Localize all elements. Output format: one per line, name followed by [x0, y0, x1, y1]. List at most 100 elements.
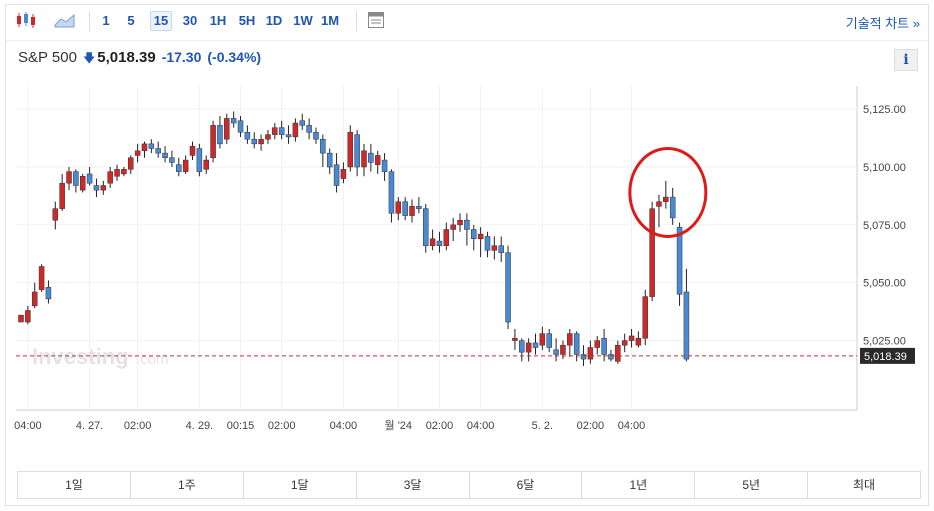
candle-body	[230, 118, 237, 124]
candle-body	[320, 138, 326, 154]
range-button[interactable]: 1달	[244, 472, 357, 498]
candle-body	[59, 182, 65, 209]
range-button[interactable]: 최대	[853, 478, 876, 492]
x-tick-label: 04:00	[467, 420, 495, 432]
range-button[interactable]: 6달	[470, 472, 583, 498]
candle-body	[594, 340, 600, 348]
candle-body	[395, 201, 402, 214]
candle-body	[354, 134, 360, 168]
candlestick-icon[interactable]	[13, 11, 39, 31]
candle-body	[519, 340, 525, 353]
candle-body	[388, 171, 395, 214]
candle-body	[532, 342, 539, 348]
interval-1h[interactable]: 1H	[209, 13, 227, 28]
x-tick-label: 00:15	[227, 420, 255, 432]
range-button[interactable]: 1일	[18, 472, 131, 498]
range-button[interactable]: 1년	[582, 472, 696, 498]
candle-body	[196, 148, 203, 172]
candle-body	[601, 338, 607, 355]
interval-5h[interactable]: 5H	[238, 13, 256, 28]
info-button[interactable]: i	[894, 49, 918, 71]
range-button[interactable]: 3달	[357, 472, 470, 498]
candle-body	[79, 176, 86, 191]
investing-watermark: Investing	[32, 344, 129, 369]
candle-body	[450, 224, 456, 230]
investing-watermark-suffix: .com	[136, 351, 169, 368]
candle-body	[635, 338, 642, 346]
header-divider	[6, 40, 928, 41]
x-tick-label: 04:00	[14, 420, 42, 432]
candle-body	[409, 206, 415, 216]
candle-body	[539, 333, 546, 346]
interval-1[interactable]: 1	[102, 13, 110, 28]
candle-body	[560, 344, 566, 355]
candle-body	[457, 219, 463, 226]
candle-body	[546, 333, 552, 348]
candle-body	[278, 127, 285, 135]
candle-body	[38, 266, 45, 290]
candle-body	[210, 125, 216, 158]
x-tick-label: 02:00	[426, 420, 454, 432]
candle-body	[45, 287, 52, 300]
candle-body	[587, 347, 594, 360]
x-tick-label: 4. 27.	[76, 420, 104, 432]
interval-1m[interactable]: 1M	[320, 13, 340, 28]
price-change: -17.30	[161, 49, 202, 65]
candle-body	[505, 252, 511, 323]
area-chart-icon[interactable]	[52, 11, 78, 31]
range-button[interactable]: 1주	[131, 472, 244, 498]
technical-chart-link[interactable]: 기술적 차트 »	[845, 16, 920, 31]
candle-body	[107, 171, 113, 184]
chart-settings-icon[interactable]	[365, 11, 387, 31]
candle-body	[615, 344, 621, 362]
candle-body	[148, 143, 155, 149]
candle-body	[306, 125, 312, 133]
candle-body	[368, 152, 374, 163]
range-button[interactable]: 5년	[695, 472, 809, 498]
candle-body	[86, 173, 93, 184]
candle-body	[580, 354, 587, 360]
candle-body	[272, 127, 278, 135]
x-tick-label: 04:00	[330, 420, 358, 432]
candle-body	[93, 185, 100, 191]
price-change-pct: (-0.34%)	[207, 49, 262, 65]
last-price-tag	[860, 347, 915, 364]
candle-body	[237, 120, 244, 133]
candle-body	[292, 122, 299, 138]
x-tick-label: 월 '24	[385, 419, 413, 432]
candle-body	[402, 201, 408, 216]
candle-body	[313, 132, 319, 140]
candle-body	[416, 206, 422, 209]
interval-5[interactable]: 5	[127, 13, 135, 28]
candle-body	[203, 159, 209, 170]
last-price: 5,018.39	[97, 49, 156, 66]
candle-body	[182, 159, 189, 172]
y-tick-label: 5,075.00	[863, 220, 906, 232]
candle-body	[189, 145, 196, 156]
interval-15[interactable]: 15	[150, 11, 172, 31]
candle-body	[422, 208, 429, 246]
candle-body	[114, 169, 120, 177]
y-tick-label: 5,100.00	[863, 162, 906, 174]
candle-body	[285, 134, 292, 138]
candle-body	[251, 138, 257, 145]
y-tick-label: 5,050.00	[863, 278, 906, 290]
symbol-name: S&P 500	[18, 49, 77, 66]
interval-30[interactable]: 30	[182, 13, 198, 28]
interval-1w[interactable]: 1W	[293, 13, 313, 28]
instrument-header: S&P 500 🡇 5,018.39 -17.30 (-0.34%)	[18, 49, 261, 70]
toolbar: 1 5 15 30 1H 5H 1D 1W 1M 기술적 차트 »	[6, 5, 928, 37]
candle-body	[374, 155, 381, 165]
time-range-bar: 1일 1주 1달 3달 6달 1년 5년 최대	[17, 471, 921, 499]
candle-body	[326, 152, 333, 168]
x-tick-label: 02:00	[268, 420, 296, 432]
price-chart[interactable]: 5,025.00 5,050.00 5,075.00 5,100.00 5,125.00…	[0, 0, 934, 470]
interval-1d[interactable]: 1D	[265, 13, 283, 28]
candle-body	[471, 229, 477, 239]
candle-body	[176, 164, 182, 172]
candle-body	[66, 171, 72, 184]
x-tick-label: 02:00	[124, 420, 152, 432]
candle-body	[244, 132, 251, 140]
candle-body	[464, 219, 470, 230]
candle-body	[340, 169, 347, 179]
